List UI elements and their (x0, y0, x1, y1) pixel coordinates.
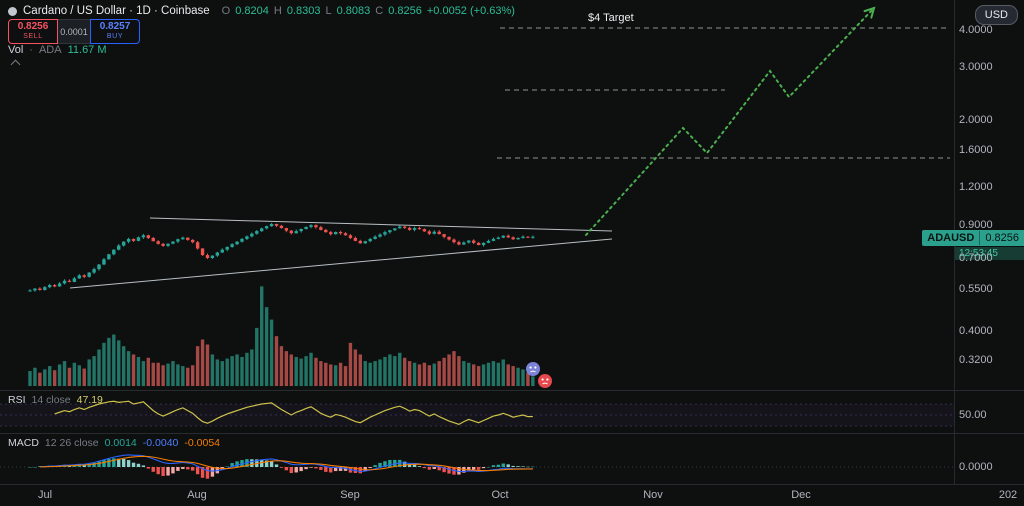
buy-button[interactable]: 0.8257 BUY (90, 19, 140, 44)
price-axis-label: 4.0000 (959, 23, 993, 36)
rsi-pane (0, 400, 954, 427)
time-axis-label: Nov (643, 489, 663, 501)
bar-close-countdown: 12:53:45 (955, 247, 1024, 260)
close-value: 0.8256 (388, 5, 422, 17)
last-price-badge: ADAUSD 0.8256 (922, 230, 1024, 246)
volume-value: 11.67 M (67, 44, 107, 56)
sell-button[interactable]: 0.8256 SELL (8, 19, 58, 44)
symbol-title[interactable]: Cardano / US Dollar · 1D · Coinbase (23, 5, 210, 17)
high-value: 0.8303 (286, 5, 321, 17)
price-axis-label: 3.0000 (959, 61, 993, 74)
macd-legend[interactable]: MACD 12 26 close 0.0014 -0.0040 -0.0054 (8, 437, 220, 449)
time-axis-label: Aug (187, 489, 207, 501)
price-target-annotation[interactable]: $4 Target (588, 12, 634, 24)
volume-series (28, 286, 535, 386)
sell-label: SELL (23, 33, 43, 41)
macd-line-value: -0.0040 (142, 437, 179, 449)
low-label: L (325, 5, 332, 17)
volume-label: Vol (8, 44, 24, 56)
badge-price: 0.8256 (985, 232, 1019, 244)
price-axis-label: 0.9000 (959, 218, 993, 231)
close-label: C (375, 5, 384, 17)
candlestick-series (28, 222, 535, 292)
sell-price: 0.8256 (17, 21, 49, 33)
symbol-legend[interactable]: Cardano / US Dollar · 1D · Coinbase O 0.… (8, 5, 515, 17)
price-axis-label: 0.3200 (959, 354, 993, 367)
price-axis-label: 0.4000 (959, 325, 993, 338)
open-value: 0.8204 (235, 5, 269, 17)
currency-usd-button[interactable]: USD (974, 5, 1018, 25)
projection-path (585, 6, 876, 236)
buy-price: 0.8257 (99, 21, 131, 33)
macd-name: MACD (8, 437, 39, 449)
buy-label: BUY (106, 33, 124, 41)
legend-collapse-button[interactable] (8, 58, 22, 70)
time-axis-label: Dec (791, 489, 811, 501)
price-axis-label: 1.2000 (959, 181, 993, 194)
macd-axis-label: 0.0000 (959, 460, 993, 473)
volume-symbol: ADA (38, 44, 62, 56)
volume-legend[interactable]: Vol · ADA 11.67 M (8, 44, 107, 56)
trendline-drawings (69, 217, 613, 289)
time-axis-label: 202 (998, 489, 1018, 501)
time-axis-label: Jul (37, 489, 53, 501)
emoji-stickers (526, 362, 552, 388)
time-axis-label: Sep (340, 489, 360, 501)
rsi-value: 47.19 (76, 394, 103, 406)
price-axis-label: 1.6000 (959, 143, 993, 156)
chevron-up-icon (10, 59, 20, 70)
price-axis-label: 0.7000 (959, 251, 993, 264)
macd-hist-value: 0.0014 (104, 437, 137, 449)
rsi-name: RSI (8, 394, 26, 406)
change-value: +0.0052 (+0.63%) (426, 5, 515, 17)
badge-symbol: ADAUSD (922, 231, 981, 245)
pane-separators (0, 0, 1024, 485)
dizzy-emoji[interactable] (526, 362, 540, 376)
price-axis-label: 2.0000 (959, 114, 993, 127)
time-axis-label: Oct (491, 489, 509, 501)
price-axis-label: 0.5500 (959, 283, 993, 296)
symbol-logo-icon (8, 6, 17, 16)
volume-separator: · (29, 44, 33, 56)
angry-emoji[interactable] (538, 374, 552, 388)
open-label: O (221, 5, 231, 17)
rsi-legend[interactable]: RSI 14 close 47.19 (8, 394, 103, 406)
macd-params: 12 26 close (44, 437, 99, 449)
low-value: 0.8083 (336, 5, 371, 17)
high-label: H (273, 5, 282, 17)
trade-widget: 0.8256 SELL 0.0001 0.8257 BUY (8, 19, 140, 44)
rsi-params: 14 close (31, 394, 71, 406)
rsi-axis-label: 50.00 (959, 408, 987, 421)
ohlc-values: O 0.8204 H 0.8303 L 0.8083 C 0.8256 +0.0… (222, 5, 515, 17)
dashed-level-lines (497, 27, 950, 159)
macd-signal-value: -0.0054 (184, 437, 221, 449)
spread-value: 0.0001 (58, 19, 90, 44)
macd-pane (0, 454, 954, 479)
